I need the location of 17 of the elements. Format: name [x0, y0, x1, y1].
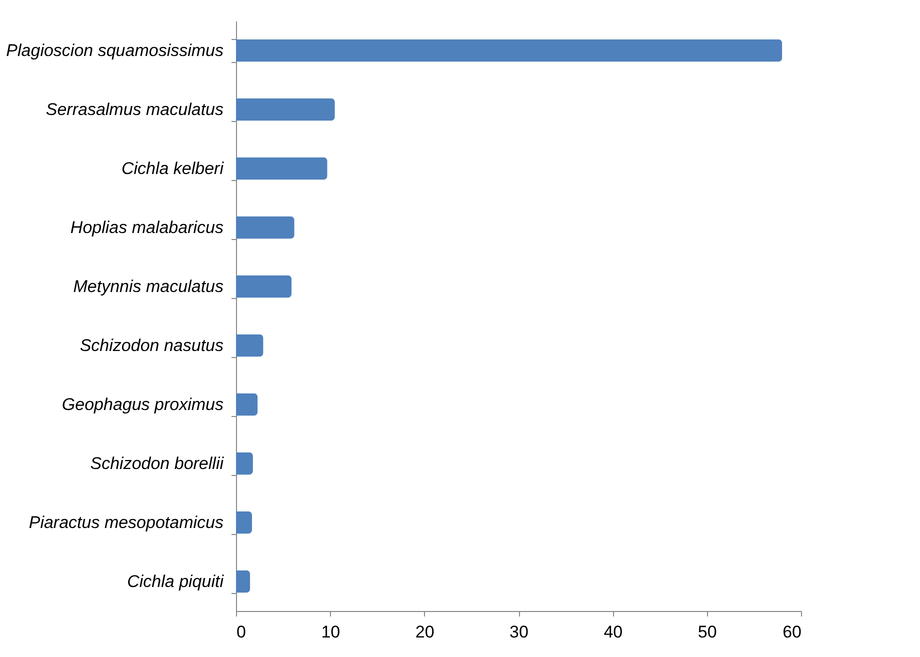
y-tick-label: Schizodon borellii	[90, 454, 225, 473]
x-tick-label: 50	[698, 622, 717, 642]
y-tick-label: Plagioscion squamosissimus	[6, 41, 224, 60]
y-tick-label: Geophagus proximus	[62, 395, 224, 414]
y-tick-label: Schizodon nasutus	[80, 336, 224, 355]
y-tick-label: Serrasalmus maculatus	[46, 100, 224, 119]
y-tick-label: Hoplias malabaricus	[70, 218, 224, 237]
y-tick-label: Cichla piquiti	[127, 572, 225, 591]
x-tick-label: 40	[604, 622, 623, 642]
x-tick-label: 30	[510, 622, 528, 642]
x-tick-label: 20	[415, 622, 434, 642]
x-tick-label: 60	[782, 622, 802, 642]
y-tick-label: Piaractus mesopotamicus	[28, 513, 224, 532]
y-tick-label: Metynnis maculatus	[73, 277, 224, 296]
y-tick-label: Cichla kelberi	[121, 159, 225, 178]
x-tick-label: 10	[321, 622, 340, 642]
x-tick-label: 0	[236, 622, 246, 642]
